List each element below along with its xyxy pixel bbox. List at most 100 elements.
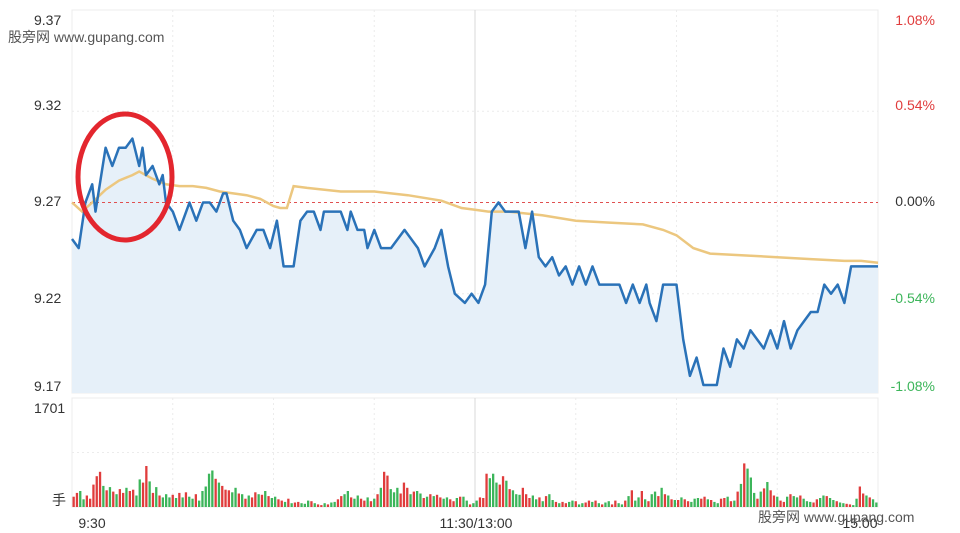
volume-bar: [191, 498, 194, 507]
volume-bar: [842, 503, 845, 507]
volume-bar: [710, 500, 713, 507]
volume-bar: [214, 478, 217, 507]
volume-bar: [366, 497, 369, 507]
y-left-tick-label: 9.37: [34, 12, 61, 28]
volume-bar: [871, 499, 875, 507]
volume-bar: [862, 493, 865, 507]
volume-bar: [171, 494, 174, 507]
volume-bar: [181, 497, 184, 507]
volume-bar: [769, 490, 772, 507]
volume-bar: [733, 500, 736, 507]
volume-bar: [439, 497, 442, 507]
volume-bar: [574, 501, 577, 507]
watermark-bottom-right: 股旁网 www.gupang.com: [758, 509, 914, 525]
volume-bar: [766, 482, 769, 507]
volume-bar: [217, 482, 221, 507]
volume-bar: [178, 492, 181, 507]
x-tick-label: 11:30/13:00: [440, 515, 513, 531]
volume-bar: [673, 500, 676, 507]
volume-bar: [693, 498, 696, 507]
volume-bar: [102, 485, 105, 507]
volume-bar: [729, 501, 733, 507]
volume-bar: [835, 501, 838, 507]
volume-bar: [538, 497, 541, 507]
volume-bar: [409, 494, 412, 507]
volume-bar: [706, 499, 709, 507]
volume-bar: [274, 496, 277, 507]
volume-bar: [422, 498, 425, 507]
volume-bar: [650, 494, 653, 507]
volume-bar: [508, 489, 511, 507]
volume-bar: [610, 504, 614, 507]
volume-bar: [287, 498, 290, 507]
volume-bar: [551, 500, 554, 507]
volume-bar: [89, 498, 92, 507]
volume-bar: [151, 492, 155, 507]
average-price-line: [71, 170, 879, 264]
volume-bar: [468, 504, 472, 507]
x-tick-label: 9:30: [78, 515, 105, 531]
volume-bar: [802, 498, 805, 507]
volume-bar: [743, 463, 746, 507]
volume-bar: [316, 504, 320, 507]
volume-bar: [419, 493, 422, 507]
volume-bar: [138, 479, 141, 507]
volume-bar: [528, 498, 531, 507]
red-ellipse-annotation: [75, 111, 175, 243]
volume-bar: [155, 487, 158, 507]
volume-bar: [79, 491, 82, 507]
volume-bar: [462, 496, 465, 507]
volume-bar: [363, 500, 366, 507]
volume-bar: [772, 495, 776, 507]
volume-bar: [250, 497, 254, 507]
volume-bar: [690, 501, 693, 507]
volume-bar: [396, 487, 399, 507]
y-left-tick-label: 9.17: [34, 378, 61, 394]
volume-bar: [786, 496, 789, 507]
volume-bar: [112, 491, 115, 507]
x-tick-label: 15:00: [842, 515, 877, 531]
volume-bar: [353, 498, 356, 507]
volume-bar: [95, 476, 98, 507]
volume-bar: [799, 495, 802, 507]
volume-bar: [495, 482, 498, 507]
volume-bar: [346, 491, 349, 507]
volume-bar: [333, 501, 336, 507]
volume-bar: [591, 501, 594, 507]
volume-bar: [399, 493, 402, 507]
volume-bar: [425, 496, 429, 507]
volume-bar: [445, 497, 449, 507]
volume-unit-label: 手: [52, 492, 66, 508]
volume-bar: [402, 482, 406, 507]
volume-bar: [696, 498, 700, 507]
volume-bar: [105, 490, 108, 507]
volume-bar: [184, 492, 188, 507]
volume-bar: [452, 501, 455, 507]
volume-max-label: 1701: [34, 400, 65, 416]
volume-bar: [260, 494, 264, 507]
volume-bar: [165, 494, 168, 507]
volume-bar: [548, 494, 551, 507]
volume-bar: [257, 494, 260, 507]
volume-bar: [670, 499, 673, 507]
volume-bar: [604, 502, 607, 507]
volume-bar: [795, 497, 799, 507]
volume-bar: [607, 501, 610, 507]
volume-bar: [244, 498, 247, 507]
volume-bar: [254, 492, 257, 507]
volume-bar: [350, 497, 353, 507]
volume-bar: [782, 501, 785, 507]
axis-ticks: 9.37 9.32 9.27 9.22 9.17 1.08% 0.54% 0.00% -0.54…: [34, 12, 935, 531]
volume-bar: [601, 504, 604, 507]
volume-bar: [703, 496, 706, 507]
volume-bar: [194, 494, 197, 507]
volume-bar: [234, 487, 237, 507]
volume-bar: [128, 491, 131, 507]
price-area-fill: [72, 138, 878, 393]
volume-bar: [726, 496, 729, 507]
volume-bar: [221, 485, 224, 507]
volume-bars: [72, 463, 878, 507]
y-left-tick-label: 9.32: [34, 97, 61, 113]
volume-bar: [521, 487, 524, 507]
